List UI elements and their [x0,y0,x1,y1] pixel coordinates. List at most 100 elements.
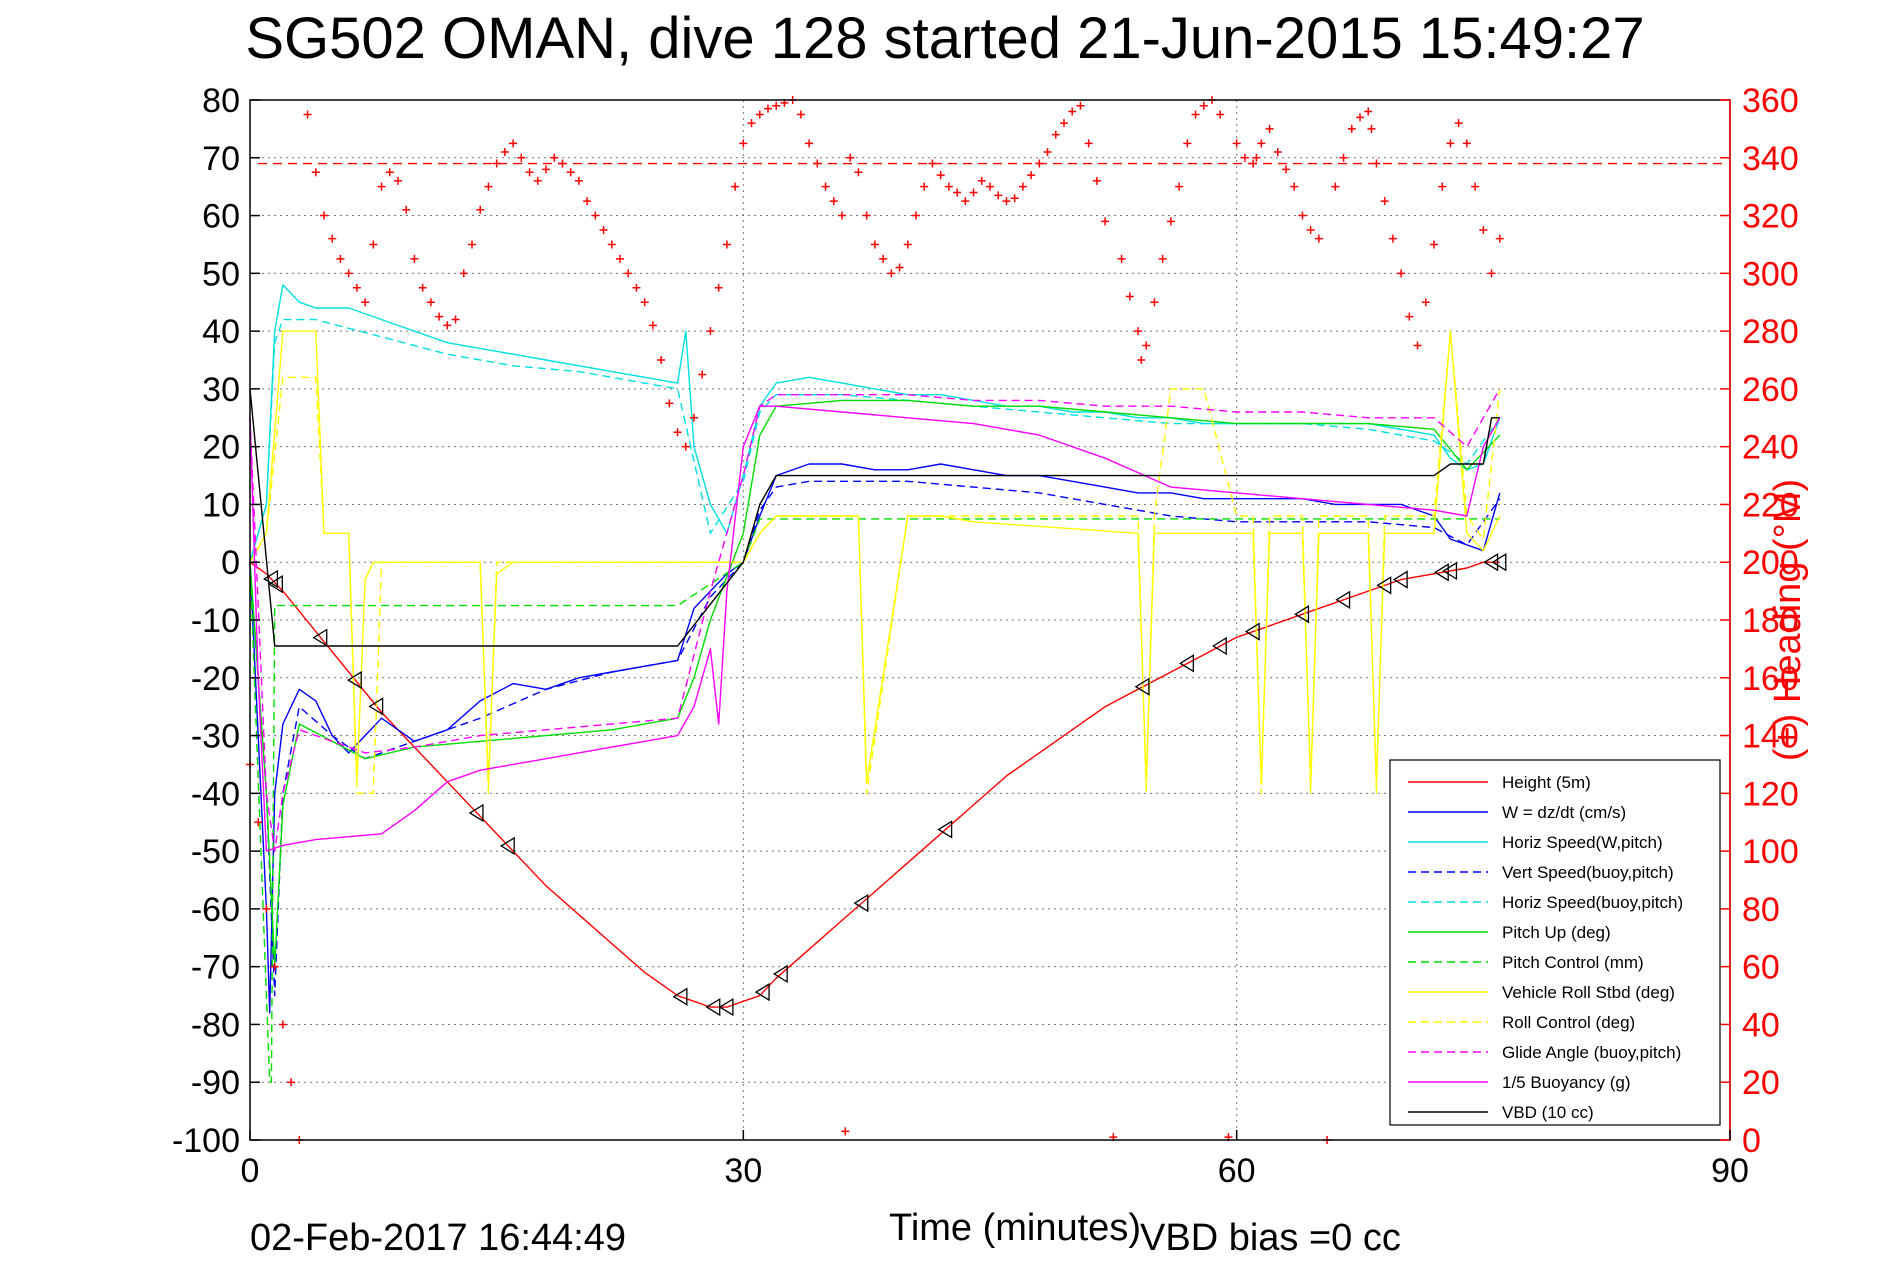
heading-point [1134,327,1142,336]
series-line-7 [249,330,1501,783]
legend: Height (5m) W = dz/dt (cm/s) Horiz Speed(W… [1389,759,1721,1126]
y-tick-label: -100 [172,1122,240,1160]
y2-tick-label: 180 [1742,602,1799,640]
heading-point [599,226,608,234]
heading-point [1273,148,1282,156]
y2-tick-label: 340 [1742,140,1799,178]
heading-point [344,269,353,278]
series-line-11 [249,388,1500,647]
y-tick-label: 40 [202,313,240,351]
heading-point [1282,165,1290,174]
y-tick-label: 80 [202,82,240,120]
legend-label-7: Vehicle Roll Stbd (deg) [1502,983,1675,1002]
triangle-marker [1294,605,1310,624]
x-tick-label: 30 [724,1152,762,1190]
heading-point [1137,356,1146,364]
y2-tick-label: 260 [1742,371,1799,409]
y-tick-label: 70 [202,140,240,178]
heading-point [714,283,723,292]
heading-point [1347,124,1356,133]
legend-label-1: W = dz/dt (cm/s) [1502,803,1626,822]
heading-point [468,240,476,249]
heading-point [903,240,912,249]
heading-point [772,101,781,110]
y-axis-right-label: (+) Heading (°M) [1767,479,1809,761]
heading-point [418,283,427,292]
heading-point [681,442,690,451]
y2-tick-label: 240 [1742,429,1799,467]
heading-point [1068,107,1077,116]
triangle-marker [853,893,869,913]
heading-point [1125,292,1134,301]
y-tick-label: -60 [191,891,240,929]
series-line-3 [249,480,1501,997]
heading-point [361,298,370,307]
y2-tick-label: 100 [1742,833,1799,871]
heading-point [928,159,937,168]
triangle-marker [347,670,362,690]
heading-point [854,168,863,177]
heading-point [640,298,649,307]
heading-point [1298,211,1307,220]
heading-point [1306,226,1315,234]
series-line-0 [249,561,1500,1008]
triangle-marker [754,982,770,1002]
legend-label-4: Horiz Speed(buoy,pitch) [1502,893,1683,912]
heading-point [1314,234,1323,243]
heading-point [1027,171,1036,180]
heading-point [616,254,624,263]
triangle-marker [499,836,515,856]
heading-point [1018,182,1027,191]
heading-point [583,197,592,206]
chart-title: SG502 OMAN, dive 128 started 21-Jun-2015… [245,6,1644,71]
y2-tick-label: 300 [1742,255,1799,293]
heading-point [829,197,838,206]
heading-point [1397,269,1406,278]
heading-point [352,283,361,292]
heading-point [1367,124,1376,133]
triangle-marker [1442,561,1458,581]
heading-point [443,321,452,330]
heading-point [1101,217,1110,226]
heading-point [1380,197,1389,206]
heading-point [270,962,279,971]
legend-label-6: Pitch Control (mm) [1502,953,1644,972]
heading-point [410,254,419,263]
heading-point [1462,139,1471,148]
heading-point [303,110,312,119]
heading-point [1002,197,1011,206]
heading-point [912,211,920,220]
heading-point [1216,110,1225,119]
series-line-5 [249,399,1501,968]
x-axis: 0 30 60 90 [241,1130,1749,1190]
heading-point [739,139,748,148]
triangle-marker [1134,677,1150,696]
heading-point [509,139,518,148]
heading-point [796,110,805,119]
y-tick-label: 20 [202,429,240,467]
heading-point [1421,298,1430,307]
heading-point [1252,153,1261,162]
y2-tick-label: 60 [1742,949,1780,987]
triangle-marker [718,997,734,1017]
heading-point [1356,113,1364,122]
legend-label-0: Height (5m) [1502,773,1591,792]
heading-point [476,205,485,214]
y2-tick-label: 20 [1742,1064,1780,1102]
heading-point [1051,130,1060,139]
heading-point [838,211,846,220]
y2-tick-label: 0 [1742,1122,1761,1160]
heading-point [846,153,855,162]
triangle-marker [1179,654,1194,673]
heading-point [1413,341,1422,350]
series-line-9 [249,388,1501,852]
heading-point [1331,182,1340,191]
heading-point [813,159,822,168]
heading-point [1454,119,1463,128]
heading-point [1487,269,1496,278]
heading-point [1364,107,1373,116]
heading-point [953,188,962,197]
heading-point [690,413,698,422]
y-axis-right: 3603403203002802602402202001801601401201… [1720,82,1799,1160]
heading-point [484,182,493,191]
